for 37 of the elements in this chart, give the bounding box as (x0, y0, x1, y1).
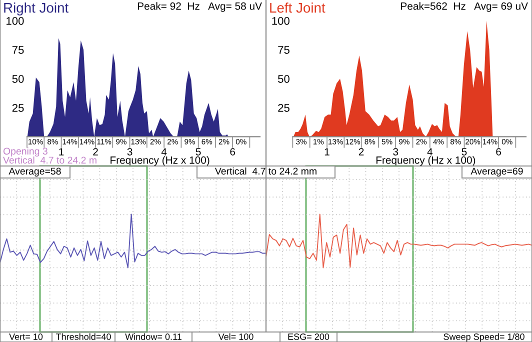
x-axis-title: Frequency (Hz x 100) (110, 156, 210, 166)
text: Average=69 (470, 168, 523, 177)
x-tick-label: 5 (462, 148, 467, 156)
chart-subtitle: Peak=562 Hz Avg= 69 uV (401, 2, 528, 12)
x-tick-label: 2 (93, 148, 98, 156)
y-tick-label: 50 (12, 74, 24, 83)
y-tick-label: 50 (278, 74, 290, 83)
x-tick-label: 3 (393, 148, 398, 156)
y-tick-label: 75 (278, 46, 290, 54)
text: Vel= 100 (218, 333, 254, 340)
text: Opening 3 (3, 147, 48, 157)
x-tick-label: 1 (59, 148, 64, 156)
text: Threshold=40 (56, 333, 111, 340)
x-tick-label: 4 (161, 148, 167, 156)
text: Vert= 10 (9, 334, 43, 340)
text: Average=58 (8, 168, 61, 177)
text: ESG= 200 (288, 334, 330, 340)
text: Vertical 4.7 to 24.2 mm (214, 167, 316, 175)
text: Vertical 4.7 to 24.2 m (3, 156, 96, 164)
x-tick-label: 1 (324, 148, 330, 156)
chart-title: Right Joint (4, 2, 69, 16)
x-tick-label: 3 (127, 148, 132, 156)
x-tick-label: 6 (496, 148, 501, 156)
y-tick-label: 25 (278, 104, 290, 112)
text: Sweep Speed= 1/80 (444, 333, 524, 342)
y-tick-label: 25 (12, 104, 24, 112)
y-tick-label: 100 (272, 16, 290, 25)
x-axis-title: Frequency (Hz x 100) (376, 156, 476, 166)
x-tick-label: 6 (230, 148, 236, 156)
x-tick-label: 2 (358, 148, 364, 156)
y-tick-label: 100 (6, 16, 24, 25)
chart-subtitle: Peak= 92 Hz Avg= 58 uV (138, 2, 262, 12)
x-tick-label: 4 (427, 148, 433, 156)
chart-title: Left Joint (270, 2, 326, 13)
y-tick-label: 75 (12, 46, 24, 54)
text: Window= 0.11 (125, 333, 182, 340)
x-tick-label: 5 (196, 148, 201, 156)
